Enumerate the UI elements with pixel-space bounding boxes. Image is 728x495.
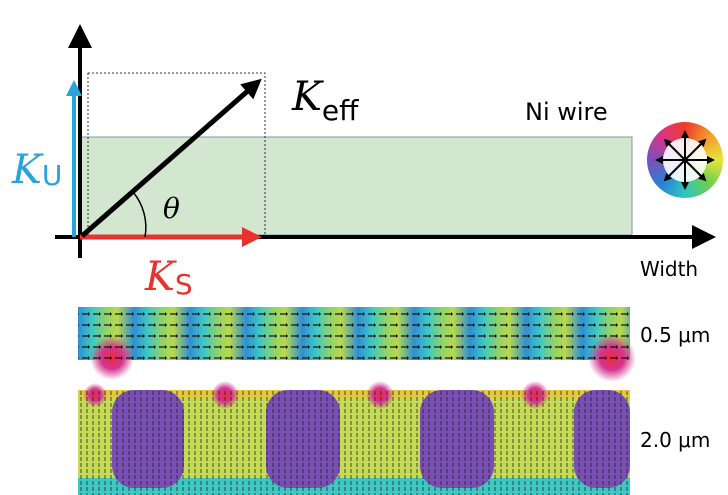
keff-label: Keff [291,74,359,127]
strip-0 [78,307,636,382]
wire-label: Ni wire [525,98,608,126]
strip-1 [78,381,630,495]
ks-label: KS [144,254,193,301]
figure: KU KS Keff θ Ni wire Width 0.5 μm [0,0,728,495]
diagram: KU KS Keff θ Ni wire Width 0.5 μm [0,0,728,495]
ku-label: KU [11,147,62,193]
wheel-arrows [657,132,713,188]
angle-label: θ [163,192,180,225]
width-label: Width [640,257,698,281]
strip-label: 2.0 μm [640,428,710,452]
strip-label: 0.5 μm [640,323,710,347]
